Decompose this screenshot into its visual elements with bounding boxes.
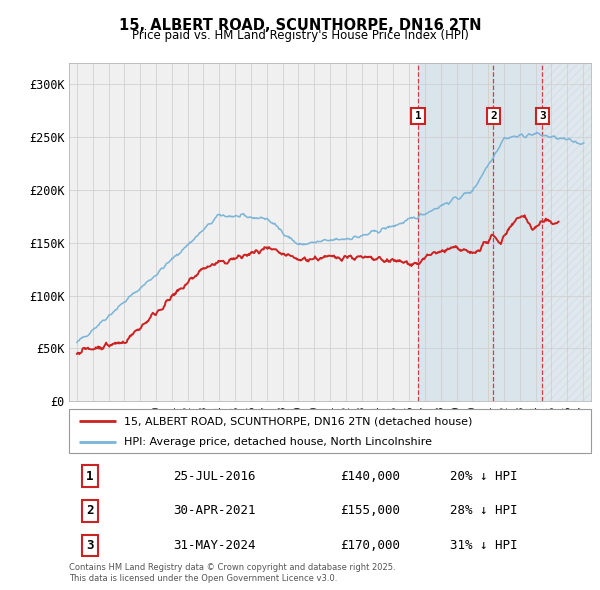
Text: 30-APR-2021: 30-APR-2021 [173, 504, 256, 517]
Text: 28% ↓ HPI: 28% ↓ HPI [450, 504, 518, 517]
Text: 2: 2 [86, 504, 94, 517]
Text: 2: 2 [490, 111, 497, 121]
Text: Contains HM Land Registry data © Crown copyright and database right 2025.: Contains HM Land Registry data © Crown c… [69, 563, 395, 572]
Text: £140,000: £140,000 [340, 470, 400, 483]
Text: £155,000: £155,000 [340, 504, 400, 517]
Text: This data is licensed under the Open Government Licence v3.0.: This data is licensed under the Open Gov… [69, 574, 337, 583]
Bar [493, 63, 542, 401]
Text: 3: 3 [86, 539, 94, 552]
Text: 25-JUL-2016: 25-JUL-2016 [173, 470, 256, 483]
Text: 15, ALBERT ROAD, SCUNTHORPE, DN16 2TN: 15, ALBERT ROAD, SCUNTHORPE, DN16 2TN [119, 18, 481, 32]
Text: 15, ALBERT ROAD, SCUNTHORPE, DN16 2TN (detached house): 15, ALBERT ROAD, SCUNTHORPE, DN16 2TN (d… [124, 417, 472, 426]
Text: £170,000: £170,000 [340, 539, 400, 552]
Text: 1: 1 [415, 111, 421, 121]
Bar [542, 63, 591, 401]
FancyBboxPatch shape [69, 409, 591, 453]
Bar [418, 63, 493, 401]
Text: 1: 1 [86, 470, 94, 483]
Text: HPI: Average price, detached house, North Lincolnshire: HPI: Average price, detached house, Nort… [124, 437, 432, 447]
Text: 31% ↓ HPI: 31% ↓ HPI [450, 539, 518, 552]
Text: 3: 3 [539, 111, 545, 121]
Text: Price paid vs. HM Land Registry's House Price Index (HPI): Price paid vs. HM Land Registry's House … [131, 30, 469, 42]
Text: 31-MAY-2024: 31-MAY-2024 [173, 539, 256, 552]
Text: 20% ↓ HPI: 20% ↓ HPI [450, 470, 518, 483]
